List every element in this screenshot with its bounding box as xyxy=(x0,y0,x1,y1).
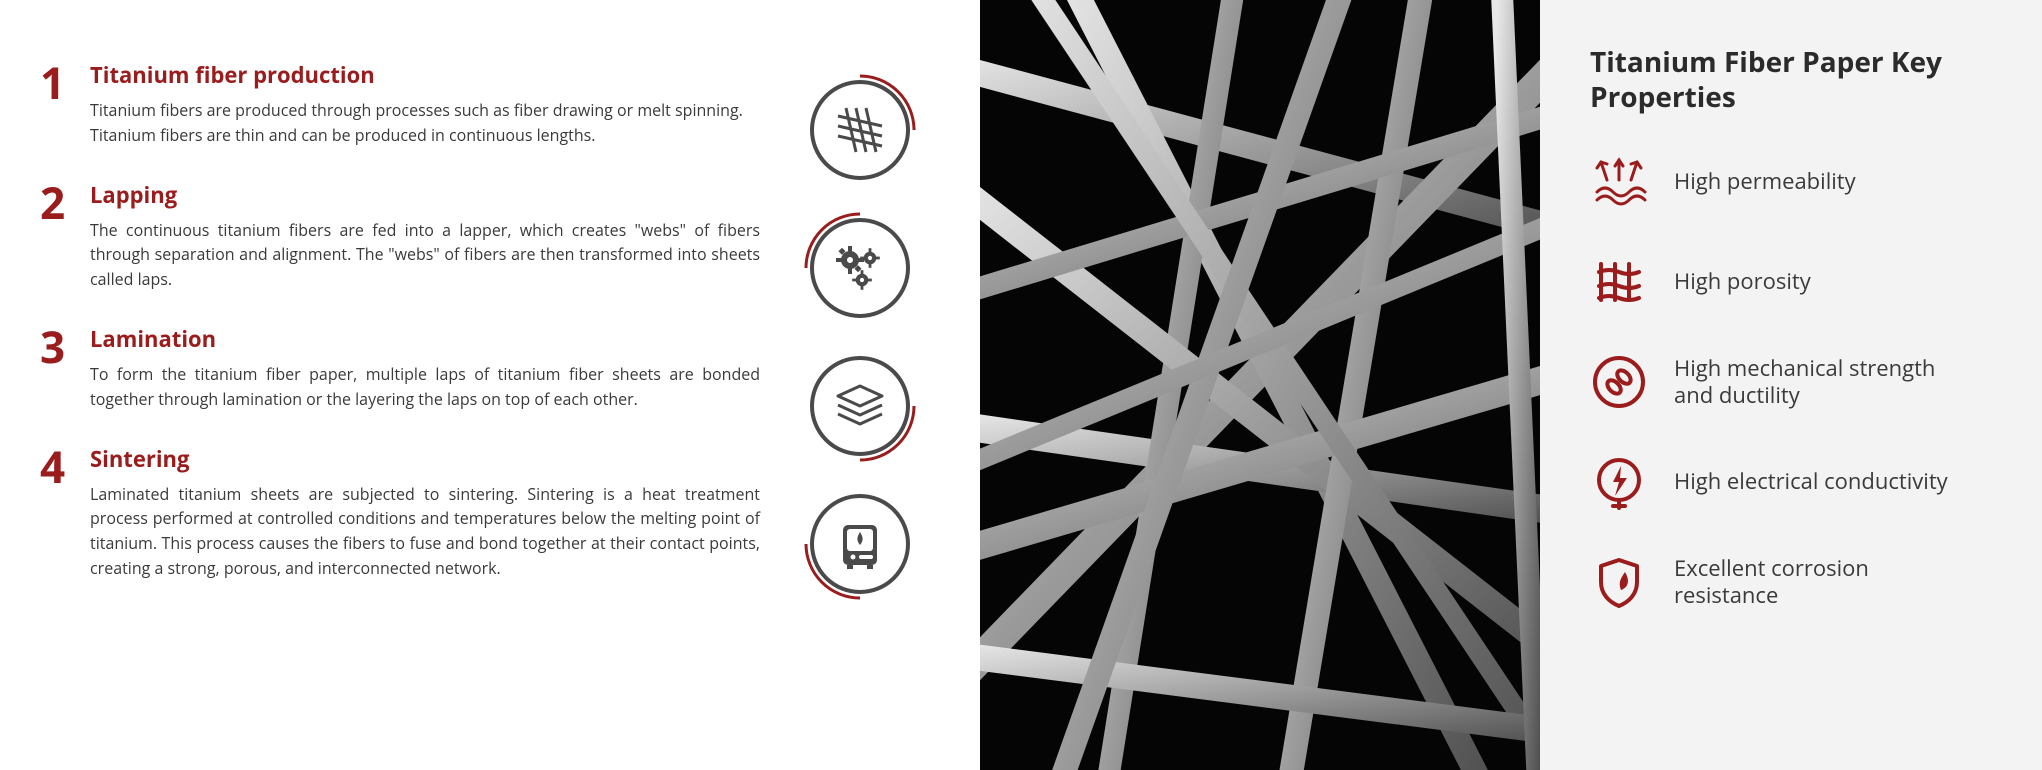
step-title: Titanium fiber production xyxy=(90,60,760,90)
micrograph-image xyxy=(980,0,1540,770)
step-3: 3 Lamination To form the titanium fiber … xyxy=(40,324,760,412)
properties-title: Titanium Fiber Paper Key Properties xyxy=(1590,45,2002,115)
step-icon-lapping xyxy=(800,208,920,328)
step-desc: The continuous titanium fibers are fed i… xyxy=(90,218,760,292)
strength-icon xyxy=(1590,353,1648,411)
process-steps-panel: 1 Titanium fiber production Titanium fib… xyxy=(0,0,780,770)
step-icon-lamination xyxy=(800,346,920,466)
property-label: High electrical conductivity xyxy=(1674,468,1948,496)
step-icons-column xyxy=(780,0,940,770)
arc-icon xyxy=(800,484,920,604)
step-2: 2 Lapping The continuous titanium fibers… xyxy=(40,180,760,292)
property-porosity: High porosity xyxy=(1590,253,2002,311)
property-label: High permeability xyxy=(1674,168,1856,196)
step-title: Lapping xyxy=(90,180,760,210)
corrosion-icon xyxy=(1590,553,1648,611)
step-desc: Titanium fibers are produced through pro… xyxy=(90,98,760,148)
arc-icon xyxy=(800,208,920,328)
property-label: High porosity xyxy=(1674,268,1811,296)
step-icon-fiber-production xyxy=(800,70,920,190)
property-corrosion: Excellent corrosion resistance xyxy=(1590,553,2002,611)
step-number: 3 xyxy=(40,324,72,412)
property-label: Excellent corrosion resistance xyxy=(1674,555,1974,610)
step-title: Sintering xyxy=(90,444,760,474)
conductivity-icon xyxy=(1590,453,1648,511)
arc-icon xyxy=(800,70,920,190)
step-desc: Laminated titanium sheets are subjected … xyxy=(90,482,760,581)
property-permeability: High permeability xyxy=(1590,153,2002,211)
step-title: Lamination xyxy=(90,324,760,354)
step-icon-sintering xyxy=(800,484,920,604)
permeability-icon xyxy=(1590,153,1648,211)
step-number: 2 xyxy=(40,180,72,292)
properties-panel: Titanium Fiber Paper Key Properties High… xyxy=(1540,0,2042,770)
step-number: 4 xyxy=(40,444,72,581)
step-4: 4 Sintering Laminated titanium sheets ar… xyxy=(40,444,760,581)
porosity-icon xyxy=(1590,253,1648,311)
arc-icon xyxy=(800,346,920,466)
property-conductivity: High electrical conductivity xyxy=(1590,453,2002,511)
property-label: High mechanical strength and ductility xyxy=(1674,355,1974,410)
step-number: 1 xyxy=(40,60,72,148)
property-strength: High mechanical strength and ductility xyxy=(1590,353,2002,411)
step-1: 1 Titanium fiber production Titanium fib… xyxy=(40,60,760,148)
step-desc: To form the titanium fiber paper, multip… xyxy=(90,362,760,412)
